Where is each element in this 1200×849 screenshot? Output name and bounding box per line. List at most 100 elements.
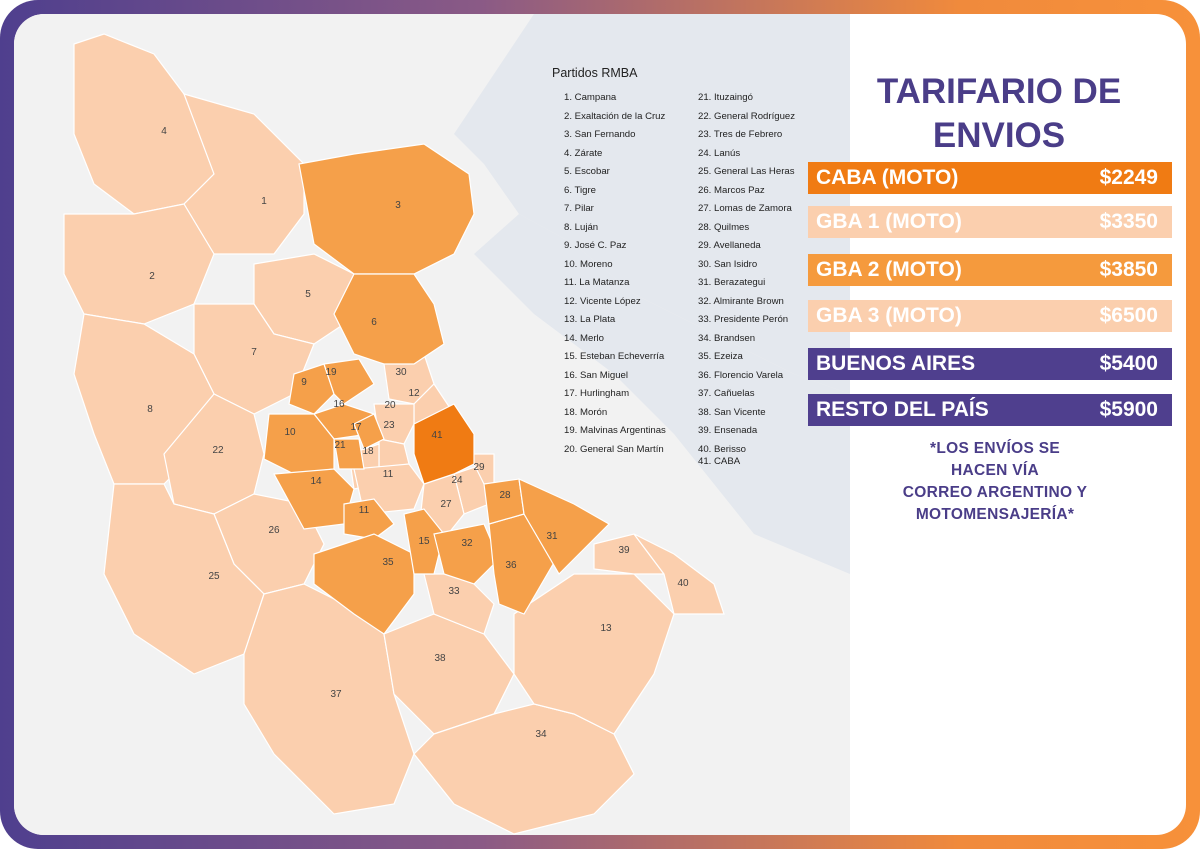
legend-item: 20. General San Martín [564,443,664,455]
legend-title: Partidos RMBA [552,66,638,80]
rate-row: CABA (MOTO) $2249 [808,162,1172,194]
rate-label: CABA (MOTO) [816,166,959,189]
partido-6 [333,273,445,365]
legend-item: 34. Brandsen [698,332,756,344]
outer-partidos [63,33,725,835]
map-number-label: 41 [431,430,443,441]
rate-label: BUENOS AIRES [816,352,976,375]
rate-price: $3850 [1099,258,1158,281]
note-line: HACEN VÍA [951,462,1039,479]
map-number-label: 6 [371,317,377,328]
legend-item: 35. Ezeiza [698,351,743,362]
rate-price: $6500 [1099,304,1158,327]
legend-item: 24. Lanús [698,147,741,159]
legend-item: 39. Ensenada [698,425,758,436]
rate-price: $3350 [1099,210,1158,233]
map-number-label: 11 [359,505,370,516]
legend-item: 10. Moreno [564,258,613,270]
rio-de-la-plata [454,14,850,394]
rate-price: $5900 [1099,398,1158,421]
legend-item: 19. Malvinas Argentinas [564,425,666,436]
map-number-label: 30 [395,367,407,378]
rate-price: $2249 [1099,166,1158,189]
map-number-label: 33 [448,586,460,597]
map-number-label: 8 [147,404,153,415]
map-number-label: 22 [212,445,224,456]
map-number-label: 27 [440,499,452,510]
legend-item: 40. Berisso [698,443,746,455]
legend-item: 14. Merlo [564,332,604,344]
page-title: TARIFARIO DE ENVIOS [816,70,1182,158]
partido-1 [183,93,305,255]
title-line-1: TARIFARIO DE [876,72,1122,111]
rmba-map: 1234567891011111213141516171819202122232… [14,14,850,835]
legend-item: 9. José C. Paz [564,240,627,251]
map-number-label: 38 [434,653,446,664]
legend-item: 22. General Rodríguez [698,110,796,122]
map-number-label: 31 [546,531,558,542]
partido-31 [518,478,610,575]
legend-item: 1. Campana [564,92,617,103]
title-line-2: ENVIOS [932,116,1066,155]
partido-32 [433,523,500,585]
legend-item: 15. Esteban Echeverría [564,351,665,362]
rate-price: $5400 [1099,352,1158,375]
legend-item: 26. Marcos Paz [698,184,765,196]
legend-item: 17. Hurlingham [564,388,630,399]
map-number-label: 4 [161,126,167,137]
map-number-label: 15 [418,536,430,547]
legend-item: 11. La Matanza [564,277,630,288]
partidos-legend: Partidos RMBA 1. Campana 2. Exaltación de… [552,66,852,486]
partido-35 [313,533,415,635]
legend-item: 4. Zárate [564,147,603,159]
map-number-label: 23 [383,420,395,431]
legend-item: 33. Presidente Perón [698,314,789,325]
map-number-label: 11 [383,469,394,480]
map-number-label: 37 [330,689,342,700]
map-number-label: 26 [268,525,280,536]
legend-item: 16. San Miguel [564,369,628,381]
partido-17 [353,413,385,450]
map-labels: 1234567891011111213141516171819202122232… [147,126,689,740]
map-number-label: 35 [382,557,394,568]
legend-item: 37. Cañuelas [698,388,755,399]
legend-item: 32. Almirante Brown [698,295,784,307]
map-number-label: 20 [384,400,396,411]
inner-partidos [263,143,610,635]
legend-item: 18. Morón [564,406,608,418]
map-number-label: 36 [505,560,517,571]
partido-39 [593,533,666,575]
map-number-label: 10 [284,427,296,438]
map-number-label: 13 [600,623,612,634]
map-number-label: 2 [149,271,155,282]
legend-item: 27. Lomas de Zamora [698,203,792,214]
legend-item: 25. General Las Heras [698,166,795,177]
rate-row: GBA 1 (MOTO) $3350 [808,206,1172,238]
map-number-label: 19 [325,367,337,378]
map-number-label: 16 [333,399,345,410]
partido-11b [343,498,395,540]
rate-label: GBA 2 (MOTO) [816,258,962,281]
map-number-label: 17 [350,422,362,433]
river-delta [474,214,850,574]
legend-item: 13. La Plata [564,314,616,325]
legend-item: 23. Tres de Febrero [698,129,783,140]
rates-panel: TARIFARIO DE ENVIOS CABA (MOTO) $2249 GBA … [804,14,1186,835]
content-card: 1 2 3 4 5 6 7 8 9 10 11 11 12 13 14 15 16 17 18 19 20 21 22 23 2… [14,14,1186,835]
map-number-label: 25 [208,571,220,582]
partido-3 [298,143,475,275]
map-number-label: 7 [251,347,257,358]
partido-41 [413,403,475,485]
legend-item: 38. San Vicente [698,406,766,418]
legend-item: 28. Quilmes [698,221,750,233]
legend-item: 36. Florencio Varela [698,369,784,381]
legend-item: 3. San Fernando [564,129,636,140]
note-line: CORREO ARGENTINO Y [902,484,1088,501]
partido-13 [513,573,675,735]
legend-item: 30. San Isidro [698,258,758,270]
map-number-label: 39 [618,545,630,556]
map-number-label: 14 [310,476,322,487]
map-number-label: 24 [451,475,463,486]
rate-row: RESTO DEL PAÍS $5900 [808,394,1172,426]
rate-label: GBA 1 (MOTO) [816,210,962,233]
